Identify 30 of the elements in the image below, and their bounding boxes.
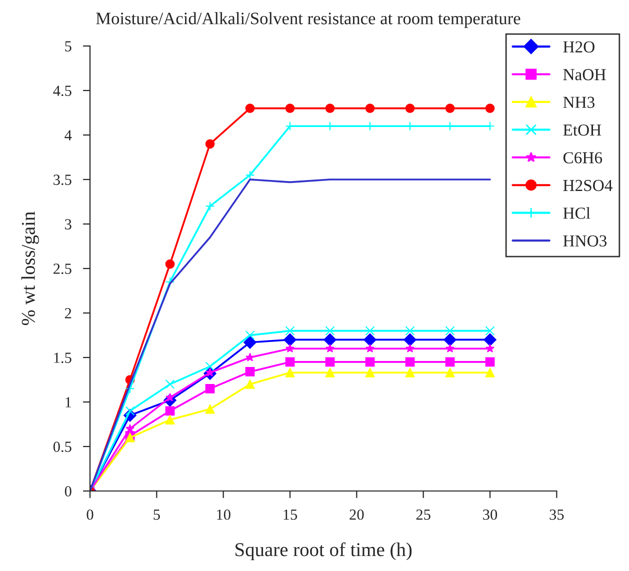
x-tick-label: 35 xyxy=(550,510,564,520)
y-tick-label: 3.5 xyxy=(54,174,72,186)
legend-label: H2O xyxy=(563,41,594,53)
legend-label: NaOH xyxy=(563,69,606,80)
x-axis-title: Square root of time (h) xyxy=(236,542,412,560)
y-tick-label: 5 xyxy=(65,41,72,52)
legend-label: HNO3 xyxy=(563,235,607,247)
y-tick-label: 0.5 xyxy=(53,442,72,452)
x-tick-label: 0 xyxy=(86,509,94,520)
legend-label: EtOH xyxy=(563,124,602,136)
chart-title: Moisture/Acid/Alkali/Solvent resistance at room temperature xyxy=(96,12,520,28)
y-tick-label: 2.5 xyxy=(54,264,72,274)
y-tick-label: 0 xyxy=(64,486,72,496)
y-tick-label: 2 xyxy=(64,308,72,318)
x-tick-label: 10 xyxy=(217,509,230,520)
y-tick-label: 4 xyxy=(64,130,72,140)
x-tick-label: 30 xyxy=(483,509,498,520)
legend-label: HCl xyxy=(563,207,590,219)
y-tick-label: 3 xyxy=(65,219,72,230)
legend-label: H2SO4 xyxy=(563,180,612,192)
x-tick-label: 5 xyxy=(154,510,160,520)
legend-label: C6H6 xyxy=(563,152,602,164)
y-tick-label: 4.5 xyxy=(53,86,72,96)
legend-label: NH3 xyxy=(563,96,594,108)
y-tick-label: 1.5 xyxy=(54,352,72,364)
y-tick-label: 1 xyxy=(66,397,72,408)
x-tick-label: 25 xyxy=(416,510,430,520)
y-axis-title: % wt loss/gain xyxy=(21,212,39,326)
x-tick-label: 20 xyxy=(350,509,364,520)
x-tick-label: 15 xyxy=(284,510,298,520)
